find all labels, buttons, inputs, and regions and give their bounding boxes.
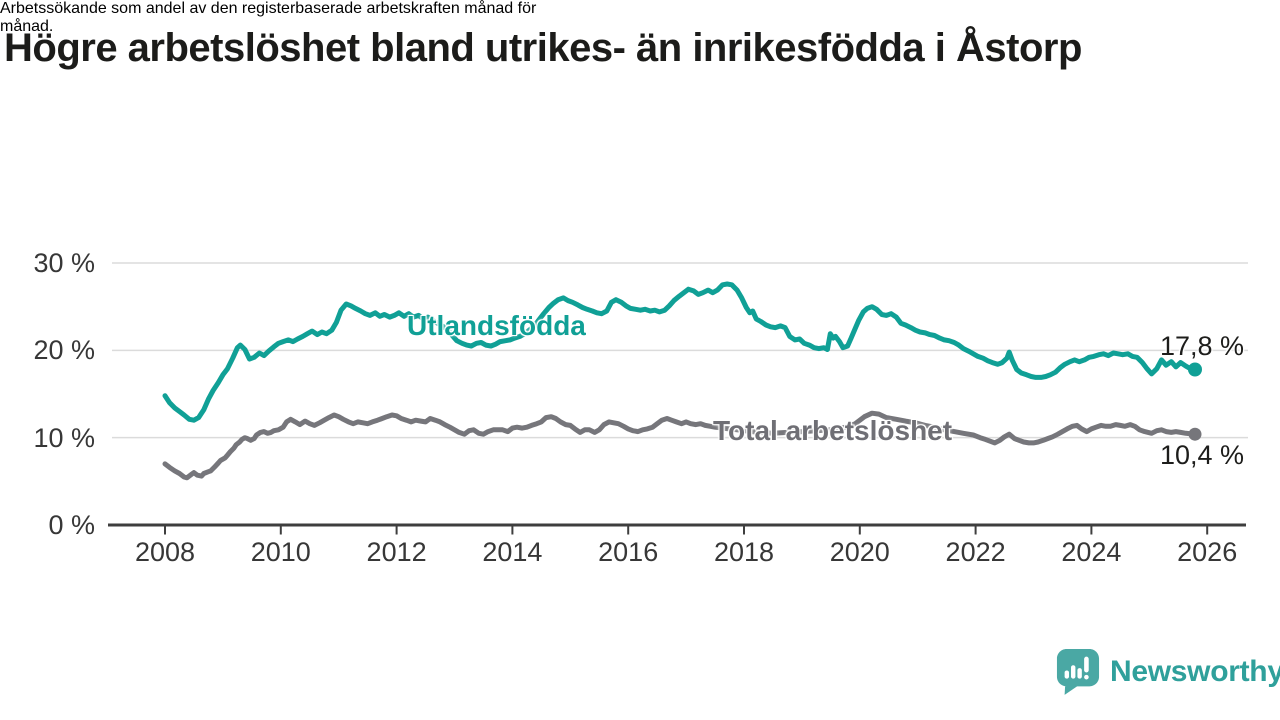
y-tick-label-10: 10 % xyxy=(33,422,95,453)
x-tick-label-2022: 2022 xyxy=(945,537,1006,567)
end-value-label-utlandsfodda: 17,8 % xyxy=(1160,331,1245,361)
series-label-total-arbetsloshet: Total arbetslöshet xyxy=(713,415,953,446)
series-end-dot-total xyxy=(1188,427,1202,441)
newsworthy-logo: Newsworthy xyxy=(1056,648,1280,695)
series-label-utlandsfodda: Utlandsfödda xyxy=(407,310,586,341)
newsworthy-speech-bubble-chart-icon xyxy=(1056,649,1100,695)
x-tick-label-2024: 2024 xyxy=(1061,537,1122,567)
series-end-dot-utlandsfodda xyxy=(1188,362,1202,377)
newsworthy-brand-text: Newsworthy xyxy=(1110,654,1280,688)
page-title: Högre arbetslöshet bland utrikes- än inr… xyxy=(4,26,1082,70)
x-tick-label-2008: 2008 xyxy=(134,537,196,567)
end-value-label-total: 10,4 % xyxy=(1160,440,1245,470)
x-tick-label-2026: 2026 xyxy=(1177,537,1238,567)
y-tick-label-0: 0 % xyxy=(48,510,95,540)
chart-subtitle-line2: månad. xyxy=(0,18,54,35)
x-tick-label-2016: 2016 xyxy=(598,537,659,567)
x-tick-label-2018: 2018 xyxy=(713,537,775,567)
series-line-total xyxy=(162,410,1198,481)
series-line-utlandsfodda xyxy=(162,281,1198,423)
x-tick-label-2010: 2010 xyxy=(250,537,311,567)
x-tick-label-2012: 2012 xyxy=(366,537,427,567)
y-tick-label-30: 30 % xyxy=(33,248,95,278)
x-tick-label-2014: 2014 xyxy=(482,537,543,567)
y-tick-label-20: 20 % xyxy=(33,335,95,366)
chart-subtitle-line1: Arbetssökande som andel av den registerb… xyxy=(0,0,537,17)
x-tick-label-2020: 2020 xyxy=(829,537,890,567)
